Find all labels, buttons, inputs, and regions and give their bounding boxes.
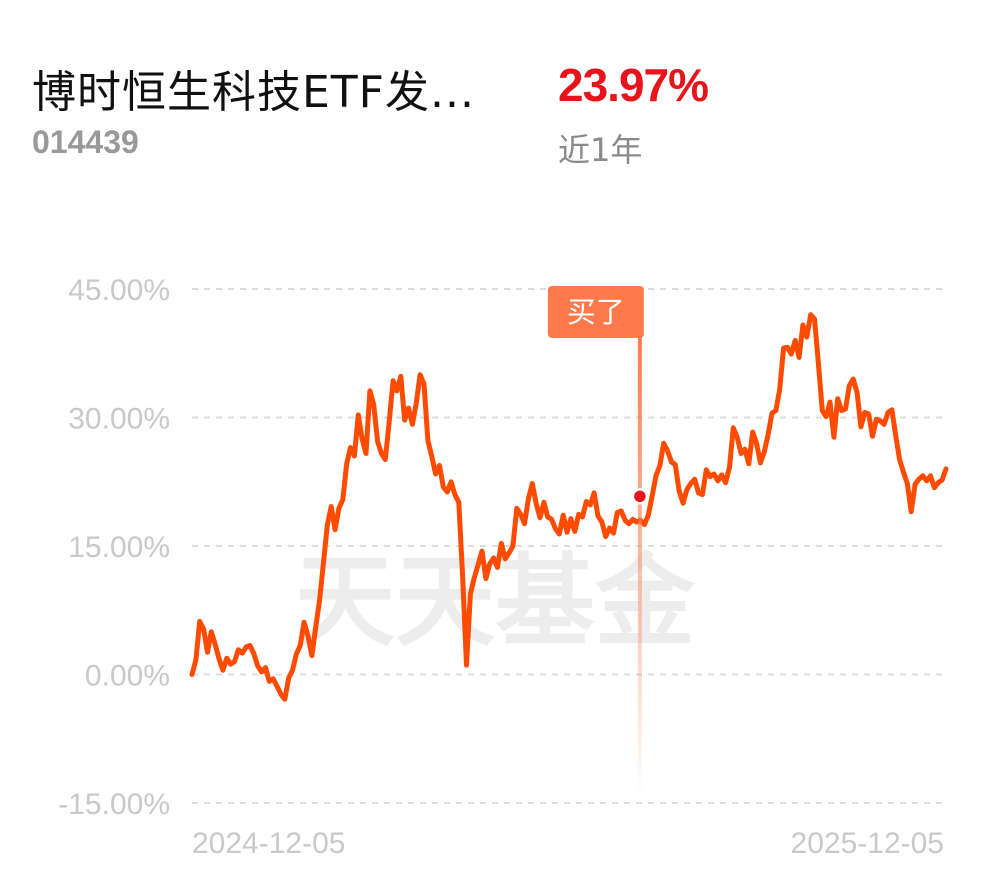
x-tick-label: 2025-12-05 [791,827,944,860]
y-axis-ticks: 45.00% 30.00% 15.00% 0.00% -15.00% [58,274,170,821]
fund-name: 博时恒生科技ETF发... [32,67,475,118]
x-tick-label: 2024-12-05 [192,827,345,860]
x-axis-ticks: 2024-12-05 2025-12-05 [192,827,944,860]
y-tick-label: 0.00% [85,660,170,693]
y-tick-label: 15.00% [68,531,170,564]
series-line [189,312,949,702]
buy-point-dot[interactable] [631,488,649,505]
fund-code: 014439 [32,124,139,160]
buy-marker-line [637,336,642,797]
y-tick-label: 30.00% [68,403,170,436]
y-tick-label: 45.00% [68,274,170,307]
return-period-label: 近1年 [558,131,643,169]
buy-marker[interactable]: 买了 [547,286,649,797]
y-tick-label: -15.00% [58,788,170,821]
buy-marker-badge[interactable] [547,286,644,338]
series-layer [189,312,949,702]
buy-marker-label: 买了 [567,295,625,329]
return-value: 23.97% [558,59,709,111]
